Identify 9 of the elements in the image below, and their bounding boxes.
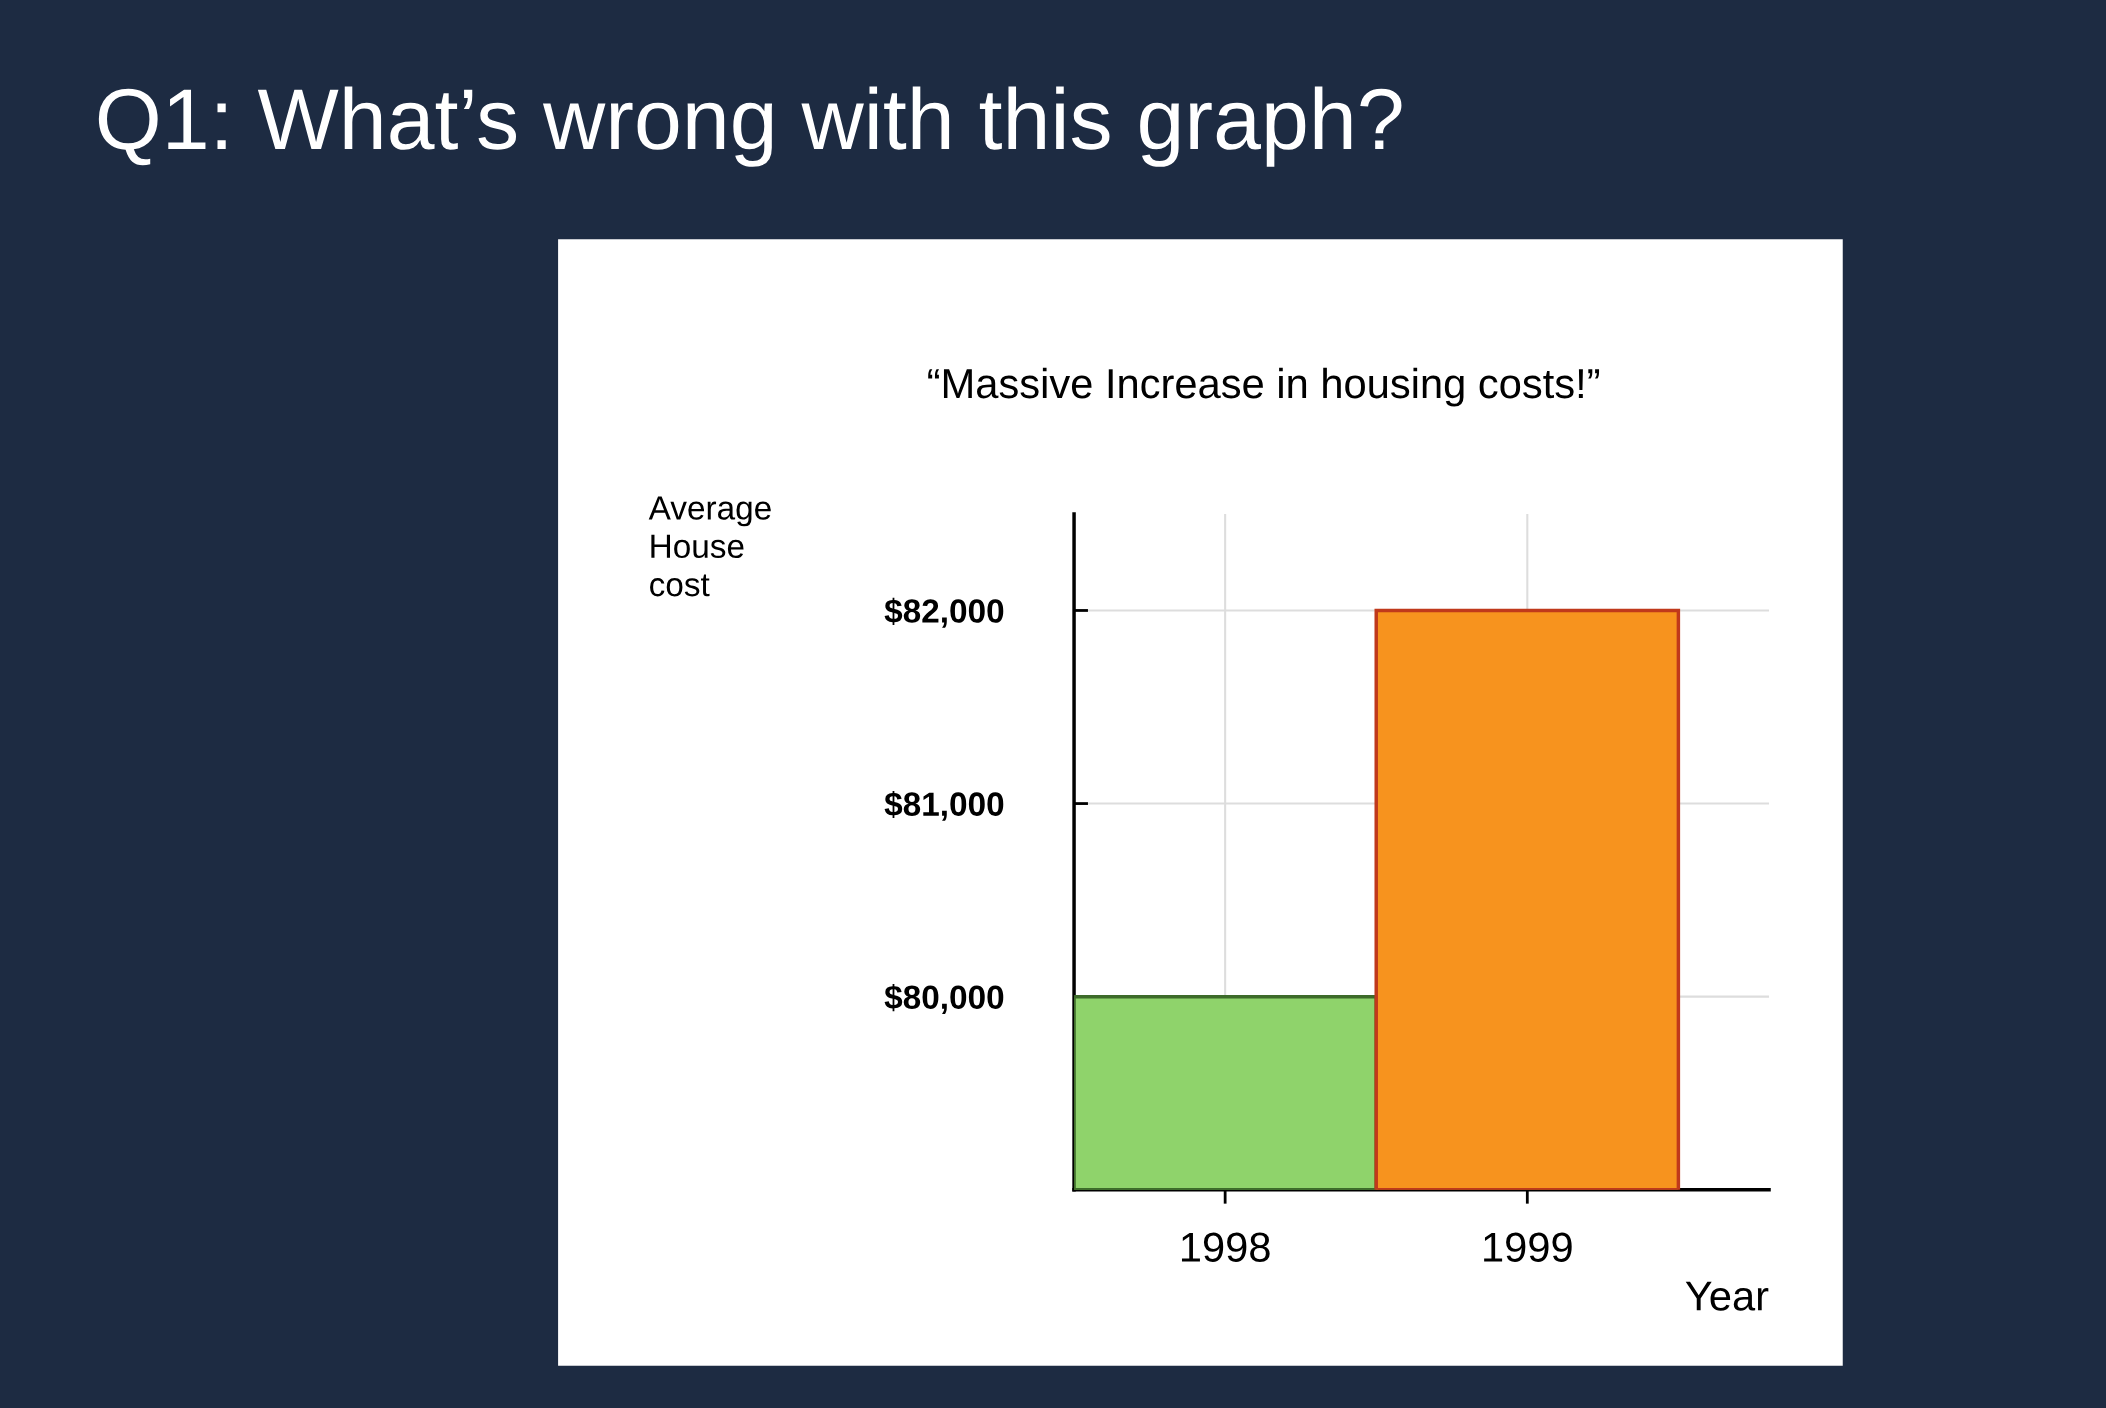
x-tick-label: 1999 xyxy=(1484,1232,1572,1263)
y-tick-label: $80,000 xyxy=(884,984,1004,1014)
y-axis-title: Average House cost xyxy=(648,496,771,597)
chart-title: Q1: What’s wrong with this graph? xyxy=(98,86,1402,167)
y-tick-label: $81,000 xyxy=(884,790,1004,821)
x-tick-label: 1998 xyxy=(1181,1232,1270,1263)
y-tick-label: $82,000 xyxy=(884,597,1004,628)
x-axis-title: Year xyxy=(1685,1281,1769,1311)
chart-subtitle: “Massive Increase in housing costs!” xyxy=(928,367,1600,407)
